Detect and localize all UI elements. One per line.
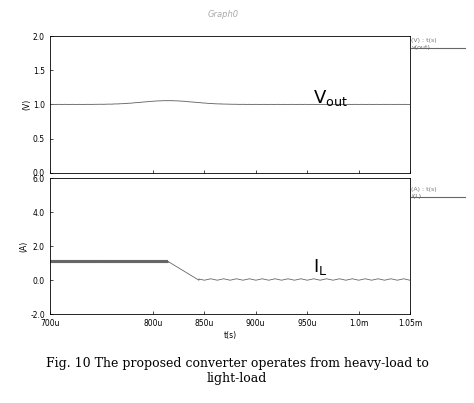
Text: $\mathregular{V_{out}}$: $\mathregular{V_{out}}$: [313, 87, 347, 108]
Text: (V) : t(s): (V) : t(s): [411, 38, 437, 43]
Text: (A) : t(s): (A) : t(s): [411, 187, 437, 192]
X-axis label: t(s): t(s): [223, 331, 237, 340]
Y-axis label: (A): (A): [20, 241, 29, 252]
Text: Graph0: Graph0: [207, 10, 238, 19]
Text: Fig. 10 The proposed converter operates from heavy-load to
light-load: Fig. 10 The proposed converter operates …: [46, 357, 428, 384]
Text: I(L): I(L): [411, 194, 421, 199]
Y-axis label: (V): (V): [22, 99, 31, 110]
Text: $\mathregular{I_L}$: $\mathregular{I_L}$: [313, 257, 327, 276]
Text: v(out): v(out): [411, 45, 430, 50]
